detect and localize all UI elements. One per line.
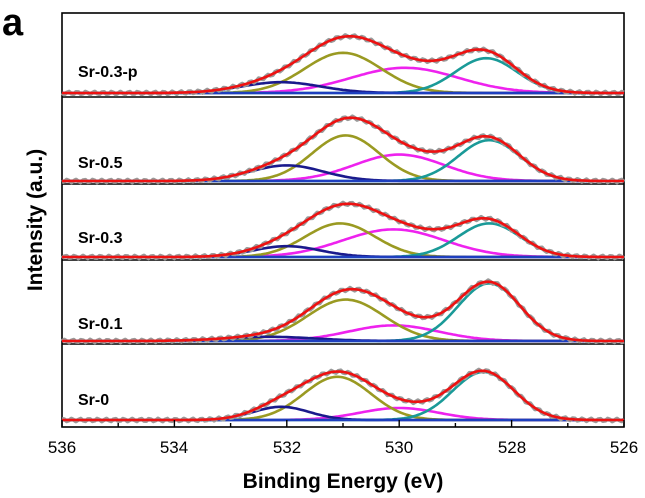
x-tick-labels: 536 534 532 530 528 526 <box>48 438 638 457</box>
hydroxyl-peak <box>62 134 624 183</box>
fitted-envelope <box>62 34 624 95</box>
lattice-oxygen-peak <box>62 56 624 95</box>
fitted-envelope <box>62 116 624 183</box>
sample-label: Sr-0.1 <box>78 316 123 333</box>
plot-frame <box>61 12 625 428</box>
x-tick-label: 532 <box>273 438 301 457</box>
spectrum-stack <box>61 367 626 424</box>
x-tick-label: 536 <box>48 438 76 457</box>
spectrum-stack <box>60 200 626 261</box>
x-tick-label: 530 <box>385 438 413 457</box>
spectrum-stack <box>61 114 626 185</box>
x-tick-label: 526 <box>610 438 638 457</box>
x-tick-label: 534 <box>160 438 188 457</box>
fitted-envelope <box>62 369 624 422</box>
spectrum-stack <box>60 278 625 345</box>
x-axis-title: Binding Energy (eV) <box>243 470 444 493</box>
spectra-layer <box>60 33 626 424</box>
fitted-envelope <box>62 202 624 259</box>
oxygen-vacancy-peak <box>62 228 624 259</box>
sample-label: Sr-0.5 <box>78 155 123 172</box>
panel-letter: a <box>2 2 24 44</box>
sample-label: Sr-0.3 <box>78 230 123 247</box>
sample-labels: Sr-0.3-p Sr-0.5 Sr-0.3 Sr-0.1 Sr-0 <box>78 64 138 409</box>
fitted-envelope <box>62 280 624 343</box>
y-axis-title: Intensity (a.u.) <box>24 149 47 291</box>
hydroxyl-peak <box>62 375 624 422</box>
x-tick-label: 528 <box>498 438 526 457</box>
panel-dividers <box>62 96 624 345</box>
plot-area <box>60 12 626 428</box>
raw-data-trace <box>61 114 626 185</box>
sample-label: Sr-0.3-p <box>78 64 138 81</box>
raw-data-trace <box>60 200 626 261</box>
hydroxyl-peak <box>62 298 624 343</box>
spectrum-stack <box>60 33 625 97</box>
x-axis-ticks <box>61 420 625 427</box>
sample-label: Sr-0 <box>78 392 109 409</box>
